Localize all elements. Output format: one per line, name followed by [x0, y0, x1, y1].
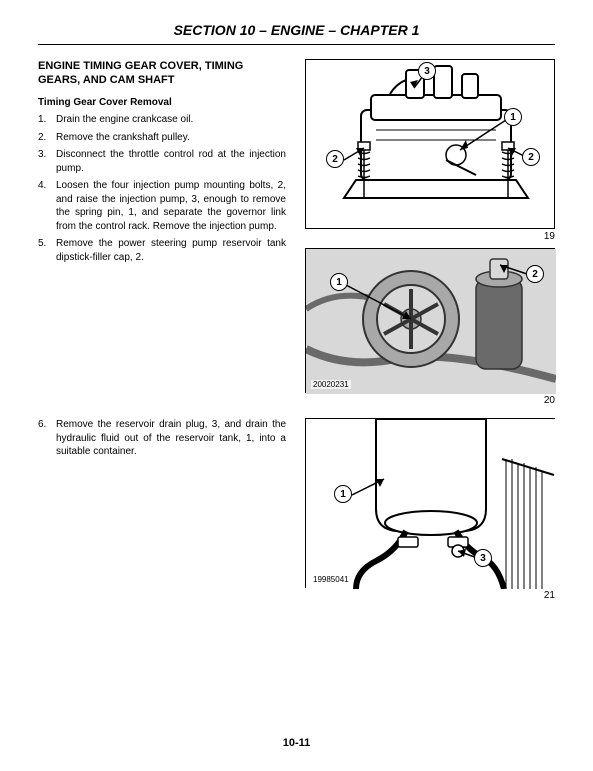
step-num: 4. [38, 179, 56, 233]
figure-column-2: 1 3 19985041 21 [300, 418, 555, 601]
figure-20-number: 20 [305, 395, 555, 406]
callout-1: 1 [334, 485, 352, 503]
callout-3: 3 [418, 62, 436, 80]
step-text: Loosen the four injection pump mounting … [56, 179, 286, 233]
figure-21-id: 19985041 [311, 575, 351, 584]
step-text: Remove the crankshaft pulley. [56, 131, 286, 145]
figure-20-svg [306, 249, 556, 394]
title-line1: ENGINE TIMING GEAR COVER, TIMING [38, 60, 243, 72]
step-text: Drain the engine crankcase oil. [56, 113, 286, 127]
callout-2: 2 [526, 265, 544, 283]
callout-3: 3 [474, 549, 492, 567]
step-num: 1. [38, 113, 56, 127]
figure-21-number: 21 [305, 590, 555, 601]
step-text: Remove the power steering pump reservoir… [56, 237, 286, 264]
step-6: 6. Remove the reservoir drain plug, 3, a… [38, 418, 286, 459]
figure-19-svg [306, 60, 556, 230]
step-num: 6. [38, 418, 56, 459]
callout-1: 1 [504, 108, 522, 126]
figure-column-1: 3 2 2 1 19 [300, 59, 555, 406]
section-header: SECTION 10 – ENGINE – CHAPTER 1 [38, 22, 555, 45]
callout-1: 1 [330, 273, 348, 291]
title-line2: GEARS, AND CAM SHAFT [38, 74, 174, 86]
step-2: 2. Remove the crankshaft pulley. [38, 131, 286, 145]
step-4: 4. Loosen the four injection pump mounti… [38, 179, 286, 233]
step-text: Remove the reservoir drain plug, 3, and … [56, 418, 286, 459]
figure-21-svg [306, 419, 556, 589]
step-num: 3. [38, 148, 56, 175]
step-num: 2. [38, 131, 56, 145]
row-2: 6. Remove the reservoir drain plug, 3, a… [38, 418, 555, 601]
step-text: Disconnect the throttle control rod at t… [56, 148, 286, 175]
text-column-2: 6. Remove the reservoir drain plug, 3, a… [38, 418, 286, 601]
figure-19-number: 19 [305, 231, 555, 242]
step-5: 5. Remove the power steering pump reserv… [38, 237, 286, 264]
figure-19: 3 2 2 1 [305, 59, 555, 229]
text-column-1: ENGINE TIMING GEAR COVER, TIMING GEARS, … [38, 59, 286, 406]
callout-2: 2 [522, 148, 540, 166]
callout-2: 2 [326, 150, 344, 168]
main-title: ENGINE TIMING GEAR COVER, TIMING GEARS, … [38, 59, 286, 88]
figure-20-id: 20020231 [311, 380, 351, 389]
subtitle: Timing Gear Cover Removal [38, 96, 286, 110]
figure-21: 1 3 19985041 [305, 418, 555, 588]
row-1: ENGINE TIMING GEAR COVER, TIMING GEARS, … [38, 59, 555, 406]
page: SECTION 10 – ENGINE – CHAPTER 1 ENGINE T… [0, 0, 593, 601]
step-3: 3. Disconnect the throttle control rod a… [38, 148, 286, 175]
figure-20: 1 2 20020231 [305, 248, 555, 393]
step-num: 5. [38, 237, 56, 264]
page-footer: 10-11 [0, 737, 593, 749]
step-1: 1. Drain the engine crankcase oil. [38, 113, 286, 127]
